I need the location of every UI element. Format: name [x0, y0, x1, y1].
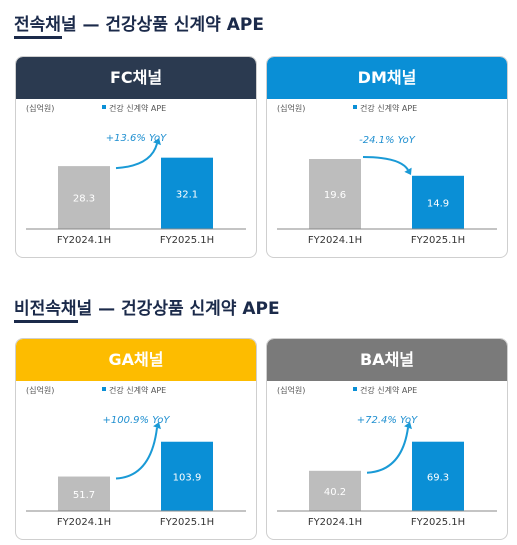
bar-value-label: 103.9: [173, 472, 202, 483]
bar-value-label: 28.3: [73, 194, 95, 205]
legend-swatch: [353, 387, 357, 391]
yoy-annotation: -24.1% YoY: [359, 135, 416, 146]
x-tick-label: FY2025.1H: [160, 517, 214, 528]
growth-arrow-head: [404, 422, 412, 430]
chart-header: DM채널: [267, 57, 507, 99]
chart-dm: (십억원) 건강 신계약 APE 19.6 FY2024.1H 14.9 FY2025.1…: [277, 103, 497, 246]
x-tick-label: FY2025.1H: [411, 517, 465, 528]
bar-FY2024.1H: [58, 166, 110, 229]
bar-value-label: 51.7: [73, 490, 95, 501]
yoy-annotation: +100.9% YoY: [103, 415, 171, 426]
bar-FY2025.1H: [412, 441, 464, 511]
chart-fc: (십억원) 건강 신계약 APE 28.3 FY2024.1H 32.1 FY2025.1…: [26, 103, 246, 246]
legend-label: 건강 신계약 APE: [109, 385, 166, 395]
legend-label: 건강 신계약 APE: [360, 103, 417, 113]
chart-header: BA채널: [267, 339, 507, 381]
bar-FY2024.1H: [309, 159, 361, 229]
growth-arrow: [115, 427, 158, 480]
unit-label: (십억원): [277, 103, 305, 113]
chart-card-dm: DM채널 (십억원) 건강 신계약 APE 19.6 FY2024.1H 14.9 FY2…: [266, 56, 508, 258]
bar-FY2025.1H: [412, 175, 464, 229]
legend-swatch: [353, 105, 357, 109]
bar-value-label: 32.1: [176, 189, 198, 200]
bar-value-label: 19.6: [324, 190, 346, 201]
x-tick-label: FY2024.1H: [57, 517, 111, 528]
bar-FY2024.1H: [58, 476, 110, 511]
x-tick-label: FY2024.1H: [308, 517, 362, 528]
legend-swatch: [102, 105, 106, 109]
growth-arrow: [362, 156, 409, 171]
yoy-annotation: +13.6% YoY: [106, 133, 167, 144]
growth-arrow: [366, 427, 409, 474]
bar-value-label: 40.2: [324, 487, 346, 498]
bar-FY2024.1H: [309, 470, 361, 511]
section-title-exclusive: 전속채널 — 건강상품 신계약 APE: [14, 10, 264, 39]
unit-label: (십억원): [277, 385, 305, 395]
chart-card-fc: FC채널 (십억원) 건강 신계약 APE 28.3 FY2024.1H 32.1 FY2…: [15, 56, 257, 258]
chart-ba: (십억원) 건강 신계약 APE 40.2 FY2024.1H 69.3 FY2025.1…: [277, 385, 497, 528]
unit-label: (십억원): [26, 385, 54, 395]
chart-header: GA채널: [16, 339, 256, 381]
growth-arrow-head: [153, 138, 161, 146]
unit-label: (십억원): [26, 103, 54, 113]
growth-arrow-head: [404, 167, 412, 175]
chart-ga: (십억원) 건강 신계약 APE 51.7 FY2024.1H 103.9 FY2025.…: [26, 385, 246, 528]
legend-label: 건강 신계약 APE: [109, 103, 166, 113]
section-title-non-exclusive: 비전속채널 — 건강상품 신계약 APE: [14, 294, 280, 323]
chart-card-ga: GA채널 (십억원) 건강 신계약 APE 51.7 FY2024.1H 103.9 FY…: [15, 338, 257, 540]
chart-header: FC채널: [16, 57, 256, 99]
legend-label: 건강 신계약 APE: [360, 385, 417, 395]
legend-swatch: [102, 387, 106, 391]
bar-value-label: 69.3: [427, 472, 449, 483]
x-tick-label: FY2024.1H: [308, 235, 362, 246]
yoy-annotation: +72.4% YoY: [357, 415, 418, 426]
x-tick-label: FY2025.1H: [411, 235, 465, 246]
bar-value-label: 14.9: [427, 198, 449, 209]
title-underline: [14, 36, 62, 39]
bar-FY2025.1H: [161, 441, 213, 511]
growth-arrow: [115, 143, 158, 170]
chart-card-ba: BA채널 (십억원) 건강 신계약 APE 40.2 FY2024.1H 69.3 FY2…: [266, 338, 508, 540]
x-tick-label: FY2024.1H: [57, 235, 111, 246]
title-underline: [14, 320, 78, 323]
bar-FY2025.1H: [161, 157, 213, 229]
growth-arrow-head: [153, 422, 161, 430]
x-tick-label: FY2025.1H: [160, 235, 214, 246]
